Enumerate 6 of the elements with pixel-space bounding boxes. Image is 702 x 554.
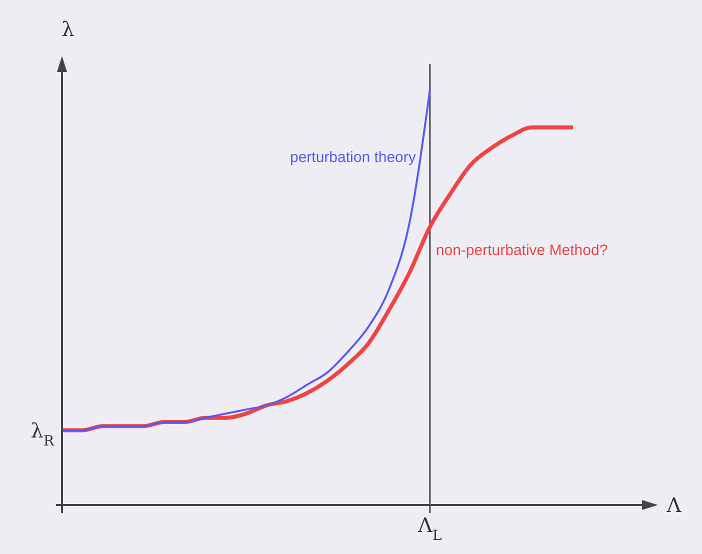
series-label: non-perturbative Method? [436,242,608,259]
text: Λ$_{L}$ [417,513,442,544]
y-axis-title: λ [62,17,75,41]
x-axis-title: Λ [666,493,682,517]
series-label: perturbation theory [290,149,416,166]
annotation: λ$_{R}$ [30,418,54,450]
